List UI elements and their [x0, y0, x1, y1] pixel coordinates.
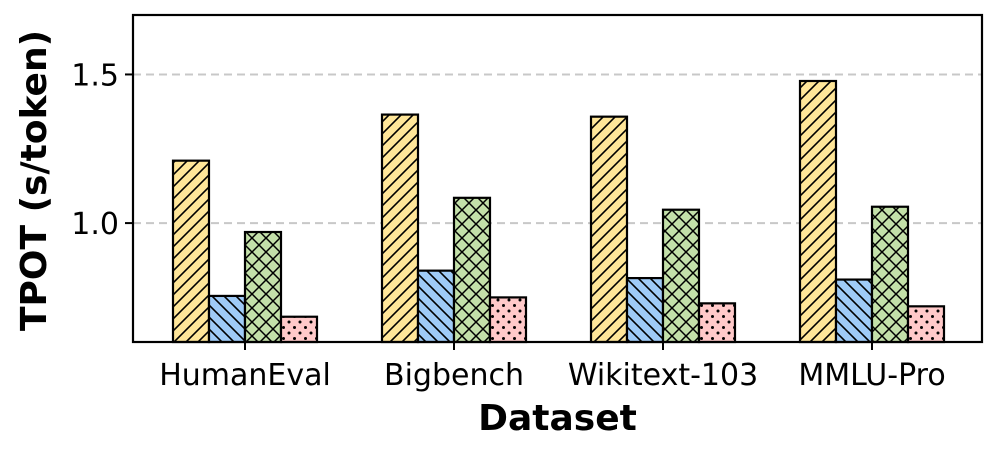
plot-frame: [131, 13, 984, 344]
bar-hatch: [279, 315, 319, 344]
x-tick-label: Wikitext-103: [568, 358, 758, 393]
ticks: 1.0 1.5 HumanEval Bigbench Wikitext-103 MMLU-…: [71, 58, 945, 393]
bar: [243, 230, 283, 344]
bar-hatch: [380, 113, 420, 344]
bar-hatch: [834, 278, 874, 344]
y-tick-label: 1.5: [71, 58, 119, 93]
bar: [416, 269, 456, 344]
bar: [625, 276, 665, 344]
bar-hatch: [416, 269, 456, 344]
x-tick-label: MMLU-Pro: [798, 358, 945, 393]
bar-hatch: [207, 294, 247, 344]
bar-hatch: [488, 296, 528, 344]
bar-hatch: [870, 205, 910, 344]
bar: [870, 205, 910, 344]
bar-hatch: [171, 159, 211, 344]
bars: [171, 79, 946, 344]
bar: [207, 294, 247, 344]
bar: [697, 302, 737, 344]
bar: [661, 208, 701, 344]
y-tick-label: 1.0: [71, 207, 119, 242]
y-axis-label: TPOT (s/token): [14, 30, 55, 331]
x-axis-label: Dataset: [478, 398, 637, 439]
x-tick-label: HumanEval: [159, 358, 331, 393]
bar: [589, 115, 629, 344]
bar-hatch: [243, 230, 283, 344]
bar-hatch: [452, 196, 492, 344]
bar-hatch: [697, 302, 737, 344]
bar: [279, 315, 319, 344]
bar: [798, 79, 838, 344]
bar: [488, 296, 528, 344]
bar: [906, 305, 946, 344]
bar: [834, 278, 874, 344]
x-tick-label: Bigbench: [384, 358, 524, 393]
bar-hatch: [661, 208, 701, 344]
bar: [171, 159, 211, 344]
bar-hatch: [798, 79, 838, 344]
bar-hatch: [906, 305, 946, 344]
bar: [452, 196, 492, 344]
bar-hatch: [589, 115, 629, 344]
bar-hatch: [625, 276, 665, 344]
gridlines: [133, 73, 982, 225]
bar: [380, 113, 420, 344]
